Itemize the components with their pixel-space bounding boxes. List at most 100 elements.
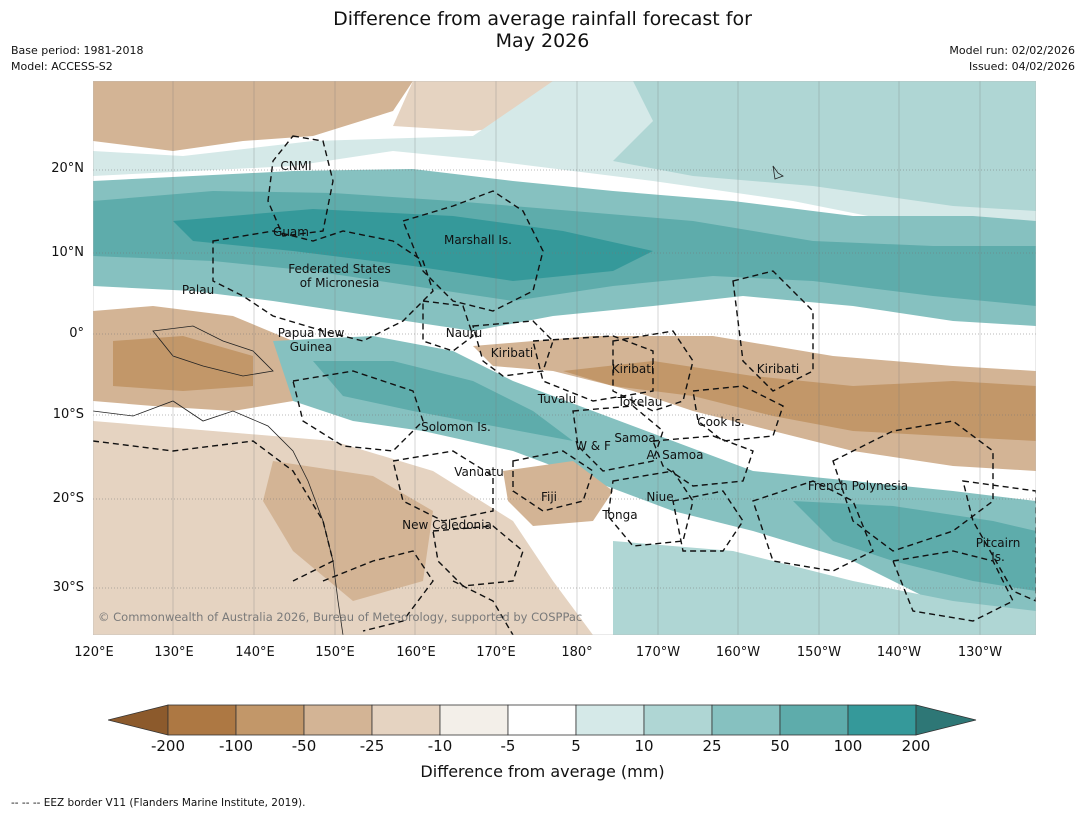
colorbar-segment	[575, 704, 645, 736]
model-name: Model: ACCESS-S2	[11, 60, 113, 73]
label-kiribati-central: Kiribati	[611, 362, 655, 376]
label-marshall-islands: Marshall Is.	[444, 233, 512, 247]
colorbar-tick-label: -25	[359, 737, 385, 755]
north-mid-teal	[613, 81, 1036, 211]
lon-label-160e: 160°E	[396, 645, 436, 660]
graticule	[93, 81, 1036, 635]
colorbar-tick-label: 50	[770, 737, 790, 755]
label-fiji: Fiji	[540, 490, 558, 504]
lon-label-160w: 160°W	[715, 645, 761, 660]
label-solomon-islands: Solomon Is.	[421, 420, 491, 434]
label-kiribati-east: Kiribati	[756, 362, 800, 376]
eez-footnote: -- -- -- EEZ border V11 (Flanders Marine…	[11, 797, 306, 809]
colorbar-segment	[371, 704, 441, 736]
title-line-2: May 2026	[495, 30, 590, 52]
lat-label-20n: 20°N	[51, 161, 84, 176]
colorbar-segment	[235, 704, 305, 736]
colorbar-extend-high	[915, 704, 977, 736]
label-french-polynesia: French Polynesia	[807, 479, 909, 493]
lat-label-30s: 30°S	[52, 580, 84, 595]
lat-label-0: 0°	[69, 326, 84, 341]
lon-label-130w: 130°W	[957, 645, 1003, 660]
colorbar-segment	[779, 704, 849, 736]
label-tokelau: Tokelau	[617, 395, 663, 409]
southwest-brown	[263, 461, 433, 601]
south-light-teal	[613, 541, 1036, 635]
colorbar-tick-label: -200	[150, 737, 186, 755]
lon-label-170e: 170°E	[476, 645, 516, 660]
equator-brown-core	[563, 361, 1036, 441]
label-cnmi: CNMI	[280, 159, 312, 173]
label-pitcairn-line2: Is.	[991, 550, 1005, 564]
lon-label-130e: 130°E	[154, 645, 194, 660]
colorbar-tick-label: -10	[427, 737, 453, 755]
lon-label-150e: 150°E	[315, 645, 355, 660]
colorbar-tick-label: -100	[218, 737, 254, 755]
label-png-line1: Papua New	[277, 326, 345, 340]
label-wallis-futuna: W & F	[575, 439, 611, 453]
southeast-teal	[793, 501, 1036, 591]
png-coast	[152, 325, 274, 377]
colorbar-tick-label: 10	[634, 737, 654, 755]
colorbar-tick-label: -5	[500, 737, 516, 755]
colorbar-segment	[303, 704, 373, 736]
model-run: Model run: 02/02/2026	[949, 44, 1075, 57]
label-tuvalu: Tuvalu	[537, 392, 577, 406]
lat-label-10s: 10°S	[52, 407, 84, 422]
colorbar-tick-label: 200	[901, 737, 931, 755]
label-kiribati-west: Kiribati	[490, 346, 534, 360]
copyright-notice: © Commonwealth of Australia 2026, Bureau…	[98, 610, 583, 624]
colorbar-segment	[711, 704, 781, 736]
colorbar-title: Difference from average (mm)	[420, 762, 665, 781]
hawaii-islands	[772, 165, 784, 180]
lon-label-170w: 170°W	[635, 645, 681, 660]
label-new-caledonia: New Caledonia	[402, 518, 492, 532]
colorbar-tick-label: 25	[702, 737, 722, 755]
label-png-line2: Guinea	[289, 340, 333, 354]
label-pitcairn: Pitcairn Is.	[968, 536, 1028, 564]
base-period: Base period: 1981-2018	[11, 44, 144, 57]
label-pitcairn-line1: Pitcairn	[975, 536, 1021, 550]
label-png: Papua New Guinea	[270, 326, 352, 354]
australia-land	[93, 400, 344, 635]
lat-label-10n: 10°N	[51, 245, 84, 260]
label-tonga: Tonga	[602, 508, 638, 522]
issued-date: Issued: 04/02/2026	[968, 60, 1075, 73]
label-american-samoa: A. Samoa	[646, 448, 704, 462]
fiji-brown	[503, 461, 613, 526]
colorbar-segment	[507, 704, 577, 736]
colorbar-extend-low	[108, 704, 169, 736]
lon-label-140w: 140°W	[876, 645, 922, 660]
label-fsm: Federated States of Micronesia	[272, 262, 407, 290]
title-line-1: Difference from average rainfall forecas…	[333, 8, 752, 30]
lon-label-150w: 150°W	[796, 645, 842, 660]
label-fsm-line1: Federated States	[288, 262, 391, 276]
lat-label-20s: 20°S	[52, 491, 84, 506]
chart-title: Difference from average rainfall forecas…	[0, 8, 1085, 52]
rainfall-map	[93, 81, 1036, 635]
label-samoa: Samoa	[614, 431, 656, 445]
label-niue: Niue	[646, 490, 674, 504]
lon-label-140e: 140°E	[235, 645, 275, 660]
colorbar-segment	[439, 704, 509, 736]
colorbar-tick-label: 100	[833, 737, 863, 755]
eez-borders	[93, 135, 1036, 635]
meta-left: Base period: 1981-2018 Model: ACCESS-S2	[11, 43, 143, 75]
colorbar-tick-label: -50	[291, 737, 317, 755]
label-cook-islands: Cook Is.	[697, 415, 745, 429]
lon-label-120e: 120°E	[74, 645, 114, 660]
lon-label-180: 180°	[561, 645, 593, 660]
colorbar	[108, 704, 977, 736]
label-nauru: Nauru	[445, 326, 483, 340]
label-vanuatu: Vanuatu	[454, 465, 504, 479]
colorbar-tick-label: 5	[571, 737, 581, 755]
colorbar-segment	[847, 704, 917, 736]
label-palau: Palau	[181, 283, 215, 297]
south-teal-core	[313, 361, 573, 441]
colorbar-segment	[643, 704, 713, 736]
label-fsm-line2: of Micronesia	[299, 276, 380, 290]
meta-right: Model run: 02/02/2026 Issued: 04/02/2026	[949, 43, 1075, 75]
label-guam: Guam	[273, 225, 309, 239]
maritime-brown-core	[113, 336, 253, 391]
colorbar-segment	[167, 704, 237, 736]
